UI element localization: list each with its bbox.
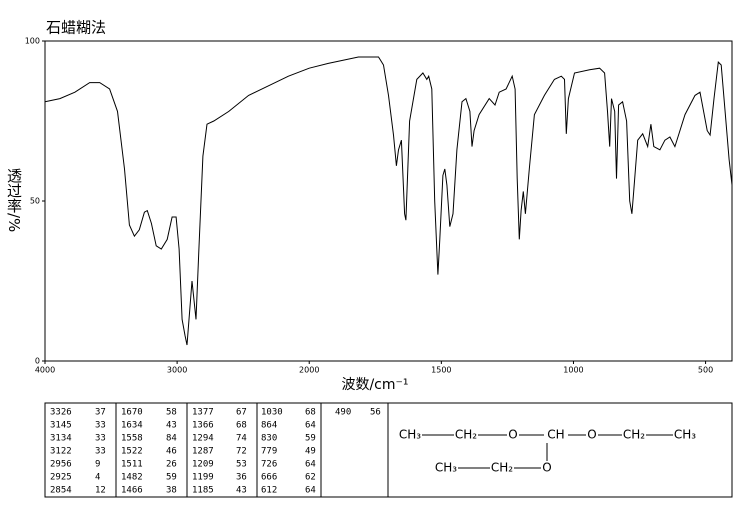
atom: CH₃ xyxy=(399,428,421,442)
atom: O xyxy=(542,461,551,475)
transmittance: 46 xyxy=(166,447,177,457)
wavenumber: 1209 xyxy=(192,460,214,470)
transmittance: 43 xyxy=(236,486,247,496)
wavenumber: 3326 xyxy=(50,408,72,418)
wavenumber: 1294 xyxy=(192,434,214,444)
atom: O xyxy=(508,428,517,442)
y-tick-label: 50 xyxy=(30,197,40,206)
transmittance: 68 xyxy=(236,421,247,431)
transmittance: 4 xyxy=(95,473,100,483)
wavenumber: 612 xyxy=(261,486,277,496)
transmittance: 59 xyxy=(166,473,177,483)
atom: CH xyxy=(547,428,564,442)
x-tick-label: 4000 xyxy=(35,366,55,375)
x-tick-label: 2000 xyxy=(299,366,319,375)
atom: CH₂ xyxy=(455,428,477,442)
wavenumber: 1366 xyxy=(192,421,214,431)
wavenumber: 666 xyxy=(261,473,277,483)
wavenumber: 864 xyxy=(261,421,277,431)
transmittance: 62 xyxy=(305,473,316,483)
transmittance: 58 xyxy=(166,408,177,418)
y-axis-label: 透过率/% xyxy=(5,168,23,233)
wavenumber: 1466 xyxy=(121,486,143,496)
chart-title: 石蜡糊法 xyxy=(46,19,106,37)
wavenumber: 779 xyxy=(261,447,277,457)
transmittance: 68 xyxy=(305,408,316,418)
wavenumber: 2854 xyxy=(50,486,72,496)
atom: O xyxy=(587,428,596,442)
transmittance: 72 xyxy=(236,447,247,457)
x-tick-label: 3000 xyxy=(167,366,187,375)
x-tick-label: 500 xyxy=(698,366,713,375)
transmittance: 53 xyxy=(236,460,247,470)
wavenumber: 1558 xyxy=(121,434,143,444)
transmittance: 64 xyxy=(305,460,316,470)
wavenumber: 1287 xyxy=(192,447,214,457)
wavenumber: 1185 xyxy=(192,486,214,496)
wavenumber: 1634 xyxy=(121,421,143,431)
transmittance: 9 xyxy=(95,460,100,470)
atom: CH₃ xyxy=(674,428,696,442)
wavenumber: 830 xyxy=(261,434,277,444)
atom: CH₂ xyxy=(623,428,645,442)
transmittance: 64 xyxy=(305,486,316,496)
transmittance: 84 xyxy=(166,434,177,444)
wavenumber: 2956 xyxy=(50,460,72,470)
wavenumber: 3134 xyxy=(50,434,72,444)
wavenumber: 726 xyxy=(261,460,277,470)
transmittance: 33 xyxy=(95,421,106,431)
wavenumber: 1377 xyxy=(192,408,214,418)
transmittance: 67 xyxy=(236,408,247,418)
wavenumber: 2925 xyxy=(50,473,72,483)
y-tick-label: 100 xyxy=(25,37,40,46)
wavenumber: 3122 xyxy=(50,447,72,457)
transmittance: 37 xyxy=(95,408,106,418)
transmittance: 38 xyxy=(166,486,177,496)
atom: CH₃ xyxy=(435,461,457,475)
spectrum-line xyxy=(44,56,733,346)
wavenumber: 1522 xyxy=(121,447,143,457)
y-tick-label: 0 xyxy=(35,357,40,366)
x-tick-label: 1500 xyxy=(431,366,451,375)
transmittance: 59 xyxy=(305,434,316,444)
transmittance: 74 xyxy=(236,434,247,444)
wavenumber: 1199 xyxy=(192,473,214,483)
wavenumber: 490 xyxy=(335,408,351,418)
plot-frame xyxy=(44,40,733,362)
transmittance: 33 xyxy=(95,447,106,457)
transmittance: 12 xyxy=(95,486,106,496)
transmittance: 43 xyxy=(166,421,177,431)
x-axis-label: 波数/cm⁻¹ xyxy=(341,377,408,393)
atom: CH₂ xyxy=(491,461,513,475)
transmittance: 64 xyxy=(305,421,316,431)
x-tick-label: 1000 xyxy=(563,366,583,375)
wavenumber: 1482 xyxy=(121,473,143,483)
transmittance: 33 xyxy=(95,434,106,444)
transmittance: 36 xyxy=(236,473,247,483)
transmittance: 26 xyxy=(166,460,177,470)
transmittance: 49 xyxy=(305,447,316,457)
wavenumber: 1511 xyxy=(121,460,143,470)
wavenumber: 3145 xyxy=(50,421,72,431)
transmittance: 56 xyxy=(370,408,381,418)
wavenumber: 1030 xyxy=(261,408,283,418)
wavenumber: 1670 xyxy=(121,408,143,418)
